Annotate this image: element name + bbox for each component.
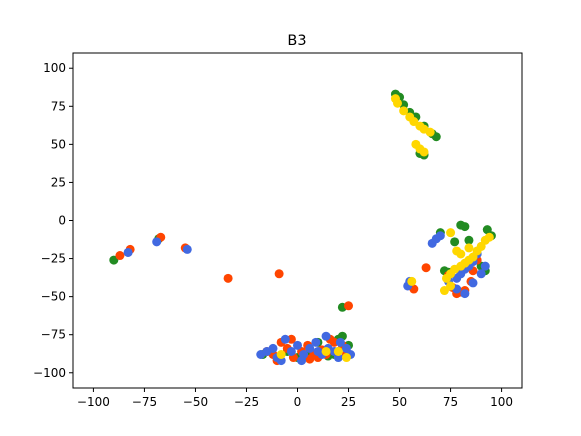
scatter-point-blue-40 <box>313 346 323 356</box>
scatter-point-blue-1 <box>152 237 162 247</box>
scatter-point-yellow-2 <box>399 106 409 116</box>
scatter-point-green-15 <box>464 235 474 245</box>
chart-title: B3 <box>287 33 306 49</box>
scatter-point-blue-2 <box>182 244 192 254</box>
x-tick-label: 25 <box>341 395 356 409</box>
y-tick-label: −75 <box>41 328 66 342</box>
x-tick-label: −75 <box>132 395 157 409</box>
scatter-point-yellow-27 <box>439 286 449 296</box>
scatter-point-yellow-1 <box>393 98 402 108</box>
x-tick-label: 0 <box>294 395 302 409</box>
scatter-point-blue-17 <box>476 269 486 279</box>
scatter-point-yellow-30 <box>321 346 331 356</box>
scatter-point-green-33 <box>450 237 460 247</box>
y-tick-label: 0 <box>58 214 66 228</box>
scatter-point-yellow-32 <box>276 350 286 359</box>
scatter-point-orange-4 <box>223 273 233 283</box>
scatter-point-orange-33 <box>305 354 315 364</box>
y-tick-label: −25 <box>41 252 66 266</box>
scatter-point-yellow-28 <box>333 346 343 356</box>
scatter-point-yellow-29 <box>341 353 351 363</box>
y-tick-label: −100 <box>33 366 66 380</box>
scatter-point-blue-38 <box>321 331 331 341</box>
scatter-point-blue-0 <box>123 247 133 257</box>
scatter-point-blue-16 <box>468 278 478 288</box>
scatter-point-yellow-22 <box>484 232 494 242</box>
x-tick-label: −25 <box>234 395 259 409</box>
scatter-point-yellow-31 <box>446 228 456 238</box>
x-tick-label: 50 <box>392 395 407 409</box>
scatter-point-orange-6 <box>344 301 354 311</box>
scatter-point-yellow-10 <box>419 147 429 157</box>
scatter-point-blue-22 <box>268 343 278 353</box>
scatter-point-blue-26 <box>293 340 302 350</box>
y-tick-label: −50 <box>41 290 66 304</box>
x-tick-label: 75 <box>443 395 458 409</box>
scatter-point-orange-0 <box>115 251 125 261</box>
axes: −100 −75 −50 −25 0 25 50 75 100 −100 −75 −50 −25 0 25 5… <box>33 52 523 409</box>
scatter-point-yellow-25 <box>464 243 474 253</box>
y-tick-label: 50 <box>51 137 66 151</box>
scatter-point-blue-29 <box>311 337 321 347</box>
scatter-points <box>109 89 496 366</box>
scatter-point-blue-7 <box>435 231 445 241</box>
scatter-point-yellow-7 <box>425 127 435 137</box>
y-tick-label: 25 <box>51 175 66 189</box>
y-tick-label: 75 <box>51 99 66 113</box>
scatter-point-blue-33 <box>335 337 345 347</box>
scatter-point-blue-36 <box>297 356 307 366</box>
scatter-point-green-9 <box>431 132 441 142</box>
y-tick-label: 100 <box>43 61 66 75</box>
scatter-point-yellow-26 <box>446 281 456 291</box>
scatter-point-blue-15 <box>460 289 470 299</box>
scatter-point-blue-24 <box>280 334 290 344</box>
x-tick-label: 100 <box>490 395 513 409</box>
scatter-point-blue-18 <box>480 261 490 271</box>
x-tick-label: −100 <box>77 395 110 409</box>
scatter-point-yellow-11 <box>407 276 417 286</box>
x-tick-label: −50 <box>183 395 208 409</box>
scatter-point-orange-5 <box>274 269 284 279</box>
scatter-point-blue-28 <box>305 343 315 353</box>
scatter-point-orange-7 <box>421 263 431 273</box>
scatter-point-green-14 <box>460 222 470 232</box>
scatter-point-green-0 <box>109 255 119 265</box>
plot-frame <box>72 52 523 389</box>
scatter-point-yellow-4 <box>409 117 419 127</box>
scatter-point-yellow-24 <box>452 246 462 256</box>
scatter-point-blue-25 <box>286 346 296 356</box>
